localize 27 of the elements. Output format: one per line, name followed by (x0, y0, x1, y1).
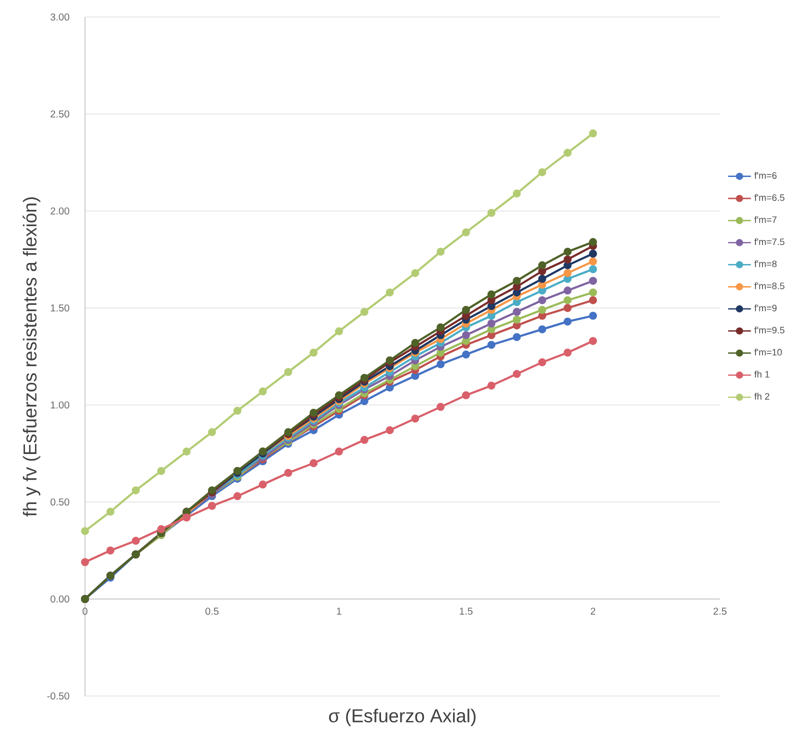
y-tick-label: 2.00 (50, 207, 70, 215)
y-axis-title: fh y fv (Esfuerzos resistentes a flexión) (22, 197, 40, 516)
legend-label: f'm=7.5 (754, 238, 784, 246)
x-tick-label: 0.5 (205, 608, 219, 615)
y-tick-label: 1.50 (50, 304, 70, 312)
y-tick-label: 2.50 (50, 110, 70, 118)
y-tick-label: 1.00 (50, 401, 70, 409)
legend-label: f'm=6.5 (754, 194, 784, 201)
legend-label: fh 1 (754, 370, 770, 378)
x-tick-label: 1 (336, 608, 342, 615)
legend-label: f'm=6 (754, 172, 777, 179)
legend-label: f'm=7 (754, 216, 777, 223)
x-tick-label: 1.5 (460, 608, 473, 615)
x-tick-label: 2 (590, 608, 596, 615)
legend-label: f'm=8 (754, 260, 777, 268)
x-tick-label: 0 (82, 608, 88, 615)
legend-label: fh 2 (754, 392, 770, 400)
y-tick-label: 0.50 (50, 498, 70, 506)
y-tick-label: 3.00 (50, 13, 70, 21)
legend-label: f'm=9.5 (754, 326, 784, 334)
x-axis-title: σ (Esfuerzo Axial) (329, 708, 476, 726)
legend-label: f'm=10 (754, 348, 782, 356)
y-tick-label: -0.50 (47, 692, 70, 700)
legend-label: f'm=8.5 (754, 282, 784, 290)
legend-label: f'm=9 (754, 304, 777, 312)
x-tick-label: 2.5 (714, 608, 727, 615)
y-tick-label: 0.00 (50, 595, 70, 603)
